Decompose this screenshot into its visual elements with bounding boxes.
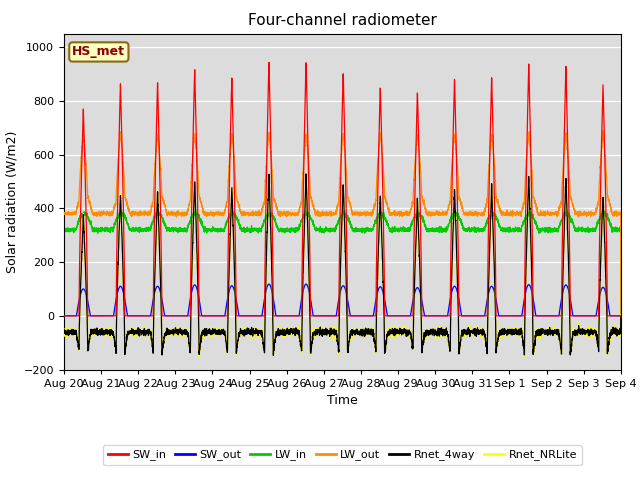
Rnet_4way	[60, 329, 68, 335]
LW_in	[322, 228, 330, 233]
LW_in	[160, 218, 168, 224]
SW_out	[617, 313, 625, 319]
Line: Rnet_NRLite: Rnet_NRLite	[64, 173, 621, 357]
Rnet_4way	[160, 335, 168, 340]
SW_in	[160, 313, 168, 319]
Rnet_4way	[269, 352, 277, 358]
Rnet_NRLite	[436, 331, 444, 336]
SW_in	[322, 313, 330, 319]
Title: Four-channel radiometer: Four-channel radiometer	[248, 13, 437, 28]
SW_out	[322, 313, 330, 319]
LW_in	[436, 227, 444, 232]
LW_out	[436, 213, 444, 218]
Rnet_4way	[436, 329, 444, 335]
SW_out	[160, 310, 168, 315]
Text: HS_met: HS_met	[72, 46, 125, 59]
Rnet_NRLite	[195, 354, 203, 360]
Line: Rnet_4way: Rnet_4way	[64, 174, 621, 355]
Rnet_4way	[499, 332, 507, 337]
Line: LW_in: LW_in	[64, 211, 621, 316]
SW_out	[436, 313, 444, 319]
SW_in	[616, 313, 624, 319]
SW_in	[617, 313, 625, 319]
SW_in	[467, 313, 475, 319]
X-axis label: Time: Time	[327, 394, 358, 407]
LW_out	[467, 211, 475, 217]
Line: LW_out: LW_out	[64, 131, 621, 316]
Rnet_4way	[302, 171, 310, 177]
LW_in	[340, 208, 348, 214]
Rnet_NRLite	[302, 170, 310, 176]
LW_out	[499, 210, 506, 216]
Rnet_4way	[322, 325, 330, 331]
Rnet_NRLite	[617, 312, 625, 318]
Rnet_4way	[616, 327, 624, 333]
SW_in	[436, 313, 444, 319]
LW_out	[616, 210, 624, 216]
Legend: SW_in, SW_out, LW_in, LW_out, Rnet_4way, Rnet_NRLite: SW_in, SW_out, LW_in, LW_out, Rnet_4way,…	[103, 445, 582, 465]
LW_in	[60, 227, 68, 232]
SW_in	[499, 313, 507, 319]
LW_in	[499, 225, 507, 230]
Rnet_NRLite	[160, 336, 168, 342]
SW_in	[60, 313, 68, 319]
SW_out	[616, 313, 624, 319]
SW_out	[60, 313, 68, 319]
LW_out	[617, 313, 625, 319]
LW_in	[616, 228, 624, 233]
Y-axis label: Solar radiation (W/m2): Solar radiation (W/m2)	[5, 131, 18, 273]
Rnet_NRLite	[60, 328, 68, 334]
SW_in	[265, 60, 273, 65]
LW_out	[322, 211, 330, 216]
LW_out	[160, 200, 168, 206]
LW_out	[599, 128, 607, 133]
Rnet_NRLite	[616, 329, 624, 335]
LW_in	[617, 313, 625, 319]
Line: SW_in: SW_in	[64, 62, 621, 316]
SW_out	[467, 313, 475, 319]
Rnet_4way	[617, 313, 625, 319]
Rnet_NRLite	[499, 331, 507, 336]
Line: SW_out: SW_out	[64, 284, 621, 316]
Rnet_4way	[468, 330, 476, 336]
SW_out	[499, 313, 507, 319]
Rnet_NRLite	[322, 326, 330, 332]
LW_in	[467, 226, 475, 232]
SW_out	[265, 281, 273, 287]
LW_out	[60, 211, 68, 216]
Rnet_NRLite	[468, 327, 476, 333]
